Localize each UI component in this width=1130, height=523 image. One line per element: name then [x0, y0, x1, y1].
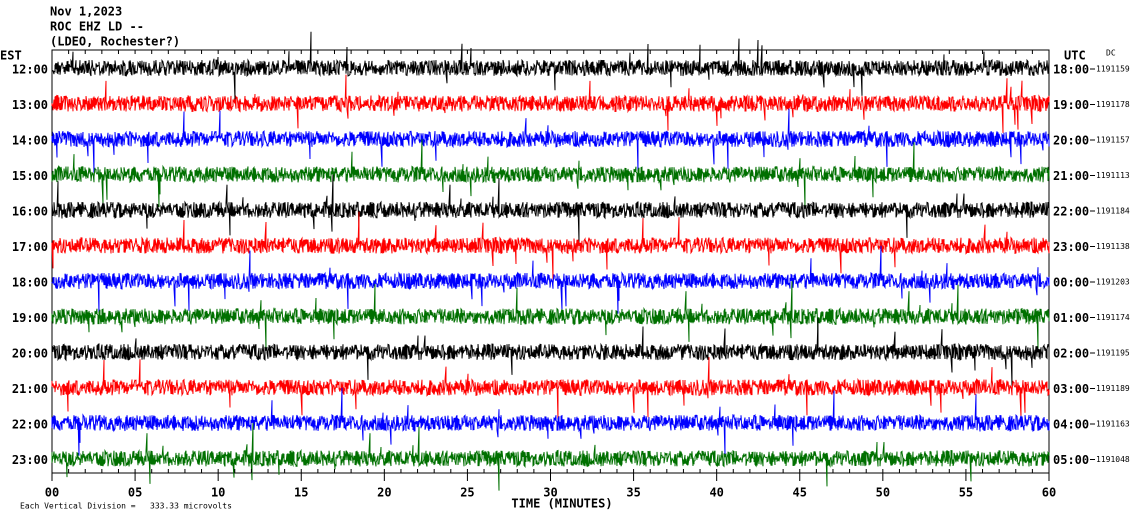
x-tick-label: 55: [959, 486, 973, 500]
left-axis-label: EST: [0, 49, 22, 63]
dc-value: 1191138: [1096, 242, 1130, 251]
right-axis-label: UTC: [1064, 49, 1086, 63]
dc-value: 1191184: [1096, 207, 1130, 216]
est-label: 12:00: [12, 63, 48, 77]
plot-frame: [51, 49, 1050, 474]
utc-label: 18:00: [1053, 63, 1089, 77]
utc-label: 05:00: [1053, 453, 1089, 467]
utc-label: 19:00: [1053, 98, 1089, 112]
dc-value: 1191178: [1096, 100, 1130, 109]
dc-value: 1191113: [1096, 171, 1130, 180]
est-label: 17:00: [12, 240, 48, 254]
utc-label: 20:00: [1053, 134, 1089, 148]
x-tick-label: 00: [45, 486, 59, 500]
trace: [51, 357, 1050, 421]
x-tick-label: 20: [377, 486, 391, 500]
utc-label: 22:00: [1053, 205, 1089, 219]
footer-text: Each Vertical Division =: [20, 502, 136, 511]
est-label: 14:00: [12, 134, 48, 148]
header-line: ROC EHZ LD --: [50, 20, 144, 34]
trace: [51, 245, 1050, 314]
x-axis-label: TIME (MINUTES): [511, 497, 612, 511]
trace: [51, 108, 1050, 173]
x-tick-label: 40: [709, 486, 723, 500]
dc-value: 1191157: [1096, 136, 1130, 145]
trace: [51, 31, 1050, 100]
x-tick-label: 50: [876, 486, 890, 500]
dc-value: 1191203: [1096, 278, 1130, 287]
est-label: 21:00: [12, 382, 48, 396]
est-label: 16:00: [12, 205, 48, 219]
header-line: (LDEO, Rochester?): [50, 35, 180, 49]
x-tick-label: 25: [460, 486, 474, 500]
utc-label: 01:00: [1053, 311, 1089, 325]
est-label: 13:00: [12, 98, 48, 112]
trace: [51, 74, 1050, 133]
utc-label: 21:00: [1053, 169, 1089, 183]
dc-value: 1191159: [1096, 65, 1130, 74]
dc-value: 1191174: [1096, 313, 1130, 322]
trace: [51, 318, 1050, 386]
trace: [51, 423, 1050, 491]
x-tick-label: 60: [1042, 486, 1056, 500]
utc-label: 23:00: [1053, 240, 1089, 254]
utc-label: 04:00: [1053, 418, 1089, 432]
trace: [51, 211, 1050, 280]
utc-label: 03:00: [1053, 382, 1089, 396]
dc-label: DC: [1106, 49, 1116, 58]
utc-label: 02:00: [1053, 347, 1089, 361]
trace: [51, 139, 1050, 208]
est-label: 22:00: [12, 418, 48, 432]
trace: [51, 281, 1050, 350]
trace: [51, 174, 1050, 243]
x-tick-label: 05: [128, 486, 142, 500]
trace: [51, 387, 1050, 456]
est-label: 23:00: [12, 453, 48, 467]
utc-label: 00:00: [1053, 276, 1089, 290]
est-label: 19:00: [12, 311, 48, 325]
x-tick-label: 10: [211, 486, 225, 500]
x-tick-label: 45: [793, 486, 807, 500]
dc-value: 1191163: [1096, 420, 1130, 429]
x-tick-label: 30: [543, 486, 557, 500]
est-label: 15:00: [12, 169, 48, 183]
dc-value: 1191189: [1096, 384, 1130, 393]
dc-value: 1191048: [1096, 455, 1130, 464]
footer-text: 333.33 microvolts: [150, 502, 232, 511]
header-line: Nov 1,2023: [50, 5, 122, 19]
x-tick-label: 35: [626, 486, 640, 500]
est-label: 18:00: [12, 276, 48, 290]
x-tick-label: 15: [294, 486, 308, 500]
dc-value: 1191195: [1096, 349, 1130, 358]
est-label: 20:00: [12, 347, 48, 361]
